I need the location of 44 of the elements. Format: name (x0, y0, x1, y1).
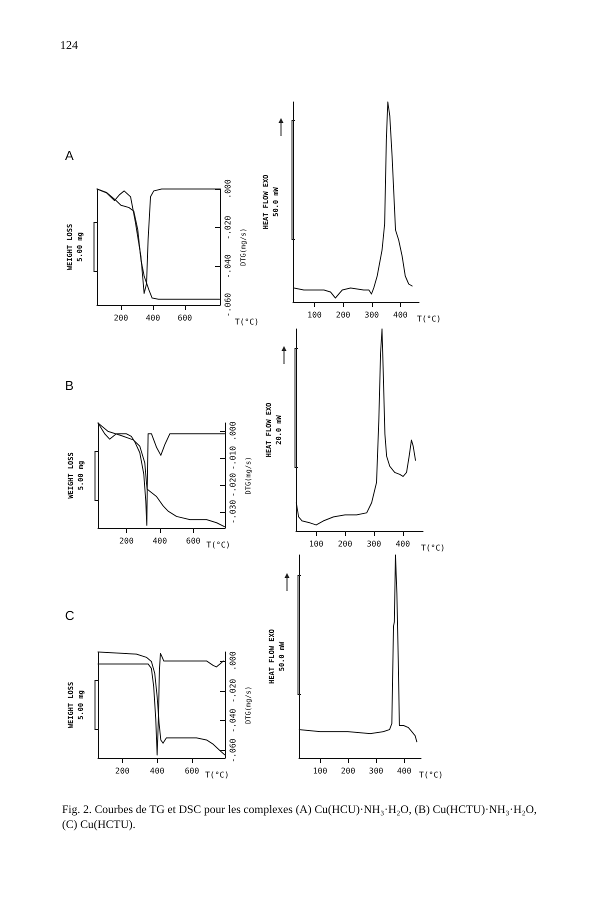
x-tick-label: 100 (308, 540, 324, 548)
x-tick-label: 200 (340, 766, 356, 776)
x-tick-label: 600 (186, 536, 201, 546)
x-axis-title: T(°C) (205, 770, 230, 780)
y2-tick-label: -.040 (228, 708, 238, 733)
x-tick-label: 200 (119, 536, 134, 546)
x-tick-label: 200 (114, 314, 128, 322)
x-tick-label: 300 (368, 766, 384, 776)
chart-title: C (65, 608, 74, 623)
y2-tick-label: -.010 (228, 446, 238, 470)
x-tick-label: 300 (366, 540, 382, 548)
x-tick-label: 200 (336, 310, 351, 320)
x-tick-label: 100 (307, 310, 322, 320)
x-tick-label: 100 (312, 766, 328, 776)
x-tick-label: 400 (396, 540, 410, 548)
caption: Fig. 2. Courbes de TG et DSC pour les complexes (A) Cu(HCU)·NH₃·H₂O, (B) Cu(HCTU)·NH₃·H₂O, (C) Cu(HCTU). (62, 803, 537, 833)
x-axis-title: T(°C) (419, 770, 444, 780)
y2-tick-label: -.040 (224, 254, 233, 278)
x-axis-title: T(°C) (206, 540, 230, 550)
x-tick-label: 400 (152, 536, 168, 546)
y2-tick-label: -.060 (228, 738, 238, 763)
y2-tick-label: -.030 (228, 500, 238, 524)
y2-tick-label: -.020 (228, 678, 238, 703)
y2-tick-label: .000 (228, 421, 238, 441)
x-tick-label: 400 (146, 314, 160, 322)
x-tick-label: 200 (115, 766, 130, 776)
x-axis-title: T(°C) (421, 544, 446, 552)
x-axis-title: T(°C) (234, 318, 260, 326)
x-tick-label: 400 (150, 766, 165, 776)
chart-title: B (65, 378, 74, 393)
text: 124 (60, 38, 78, 53)
x-tick-label: 400 (393, 310, 408, 320)
y2-tick-label: .000 (224, 179, 233, 199)
x-tick-label: 200 (338, 540, 352, 548)
y2-tick-label: -.060 (224, 292, 233, 318)
chart-title: A (65, 148, 74, 163)
x-tick-label: 600 (184, 766, 200, 776)
y2-tick-label: -.020 (224, 215, 233, 240)
x-axis-title: T(°C) (417, 314, 442, 324)
x-tick-label: 600 (178, 314, 192, 322)
y2-tick-label: .000 (228, 651, 238, 671)
y2-tick-label: -.020 (228, 472, 238, 497)
x-tick-label: 400 (396, 766, 412, 776)
x-tick-label: 300 (364, 310, 380, 320)
